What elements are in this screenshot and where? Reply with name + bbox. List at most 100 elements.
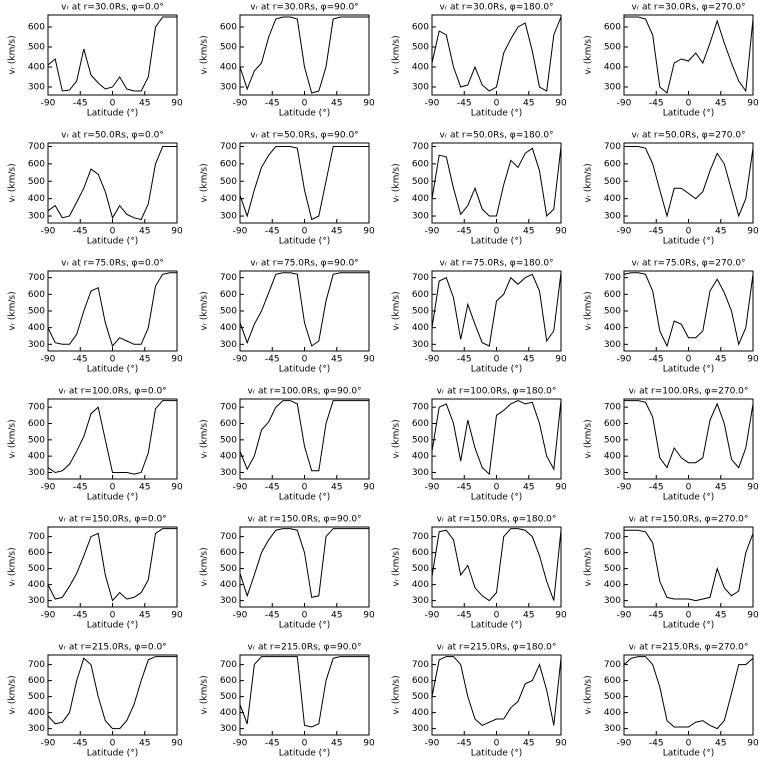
y-tick-label: 600 [28, 23, 45, 33]
y-tick-label: 300 [220, 83, 237, 93]
x-tick-label: 90 [171, 483, 183, 493]
y-axis-label: vᵣ (km/s) [584, 163, 594, 202]
y-tick-label: 300 [412, 340, 429, 350]
chart-title: vᵣ at r=75.0Rs, φ=270.0° [631, 259, 745, 269]
chart-title: vᵣ at r=150.0Rs, φ=270.0° [629, 515, 749, 525]
x-tick-label: 45 [715, 99, 726, 109]
y-tick-label: 500 [28, 177, 45, 187]
x-axis-label: Latitude (°) [471, 109, 522, 119]
plot-frame [431, 526, 562, 608]
y-tick-label: 300 [28, 340, 45, 350]
x-tick-label: 0 [494, 739, 500, 749]
x-tick-label: 90 [171, 227, 183, 237]
chart-title: vᵣ at r=30.0Rs, φ=270.0° [631, 3, 745, 13]
plot-frame [239, 142, 370, 224]
x-tick-label: -90 [425, 611, 440, 621]
x-tick-label: -90 [425, 483, 440, 493]
x-axis-label: Latitude (°) [279, 493, 330, 503]
x-tick-label: 45 [331, 611, 342, 621]
panel: vᵣ at r=215.0Rs, φ=180.0° -90 -45 0 45 90 300 4… [392, 643, 567, 759]
y-axis-label: vᵣ (km/s) [200, 35, 210, 74]
x-tick-label: 90 [555, 483, 567, 493]
x-axis-label: Latitude (°) [471, 749, 522, 759]
y-tick-label: 700 [412, 142, 429, 152]
x-tick-label: 90 [363, 739, 375, 749]
x-axis-label: Latitude (°) [279, 237, 330, 247]
x-tick-label: -45 [73, 227, 88, 237]
x-tick-label: -90 [233, 739, 248, 749]
plot-frame [431, 270, 562, 352]
x-tick-label: -45 [73, 355, 88, 365]
y-axis-label: vᵣ (km/s) [392, 291, 402, 330]
x-tick-label: 90 [555, 355, 567, 365]
x-tick-label: 0 [686, 483, 692, 493]
y-tick-label: 700 [220, 273, 237, 283]
y-axis-label: vᵣ (km/s) [392, 419, 402, 458]
panel: vᵣ at r=75.0Rs, φ=180.0° -90 -45 0 45 90 300 40… [392, 259, 567, 375]
x-tick-label: 0 [110, 355, 116, 365]
x-tick-label: 45 [715, 355, 726, 365]
panel: vᵣ at r=75.0Rs, φ=90.0° -90 -45 0 45 90 300 400… [200, 259, 375, 375]
y-tick-label: 500 [220, 43, 237, 53]
x-axis-label: Latitude (°) [279, 365, 330, 375]
y-tick-label: 600 [220, 548, 237, 558]
chart-title: vᵣ at r=30.0Rs, φ=0.0° [61, 3, 164, 13]
x-tick-label: 45 [331, 355, 342, 365]
x-axis-label: Latitude (°) [471, 237, 522, 247]
data-line [239, 528, 369, 599]
x-axis-label: Latitude (°) [471, 365, 522, 375]
y-tick-label: 400 [28, 323, 45, 333]
y-tick-label: 600 [28, 676, 45, 686]
y-tick-label: 400 [28, 580, 45, 590]
x-tick-label: 45 [331, 739, 342, 749]
data-line [431, 272, 562, 347]
x-tick-label: -45 [73, 739, 88, 749]
plot-frame [239, 14, 370, 96]
x-axis-label: Latitude (°) [87, 365, 138, 375]
data-line [431, 656, 562, 726]
y-tick-label: 500 [220, 435, 237, 445]
y-tick-label: 400 [220, 323, 237, 333]
y-tick-label: 400 [412, 194, 429, 204]
y-tick-label: 700 [412, 273, 429, 283]
x-tick-label: -45 [649, 355, 664, 365]
plot-frame [623, 398, 754, 480]
x-axis-label: Latitude (°) [663, 237, 714, 247]
y-axis-label: vᵣ (km/s) [584, 547, 594, 586]
x-tick-label: -45 [457, 611, 472, 621]
x-tick-label: -90 [41, 99, 56, 109]
x-tick-label: -45 [649, 227, 664, 237]
y-tick-label: 400 [220, 63, 237, 73]
chart-title: vᵣ at r=215.0Rs, φ=90.0° [247, 643, 361, 653]
plot-frame [47, 14, 178, 96]
plot-frame [239, 526, 370, 608]
y-axis-label: vᵣ (km/s) [392, 35, 402, 74]
plot-frame [623, 526, 754, 608]
panel: vᵣ at r=75.0Rs, φ=270.0° -90 -45 0 45 90 300 40… [584, 259, 759, 375]
data-line [47, 272, 177, 348]
y-tick-label: 600 [220, 23, 237, 33]
x-tick-label: -45 [649, 739, 664, 749]
y-tick-label: 500 [604, 692, 621, 702]
plot-frame [431, 654, 562, 736]
x-tick-label: -45 [457, 483, 472, 493]
x-tick-label: 45 [523, 611, 534, 621]
y-tick-label: 500 [412, 435, 429, 445]
plot-frame [239, 270, 370, 352]
panel: vᵣ at r=100.0Rs, φ=0.0° -90 -45 0 45 90 300 400… [8, 387, 183, 503]
x-axis-label: Latitude (°) [663, 621, 714, 631]
y-tick-label: 700 [220, 403, 237, 413]
y-tick-label: 700 [28, 273, 45, 283]
y-tick-label: 700 [412, 660, 429, 670]
y-tick-label: 600 [604, 23, 621, 33]
chart-title: vᵣ at r=100.0Rs, φ=0.0° [58, 387, 166, 397]
plot-frame [623, 142, 754, 224]
chart-title: vᵣ at r=30.0Rs, φ=90.0° [250, 3, 358, 13]
chart-title: vᵣ at r=30.0Rs, φ=180.0° [439, 3, 553, 13]
data-line [431, 400, 562, 476]
panel: vᵣ at r=50.0Rs, φ=270.0° -90 -45 0 45 90 300 40… [584, 131, 759, 247]
panel: vᵣ at r=150.0Rs, φ=180.0° -90 -45 0 45 90 300 4… [392, 515, 567, 631]
panel: vᵣ at r=150.0Rs, φ=270.0° -90 -45 0 45 90 300 4… [584, 515, 759, 631]
data-line [47, 656, 177, 730]
